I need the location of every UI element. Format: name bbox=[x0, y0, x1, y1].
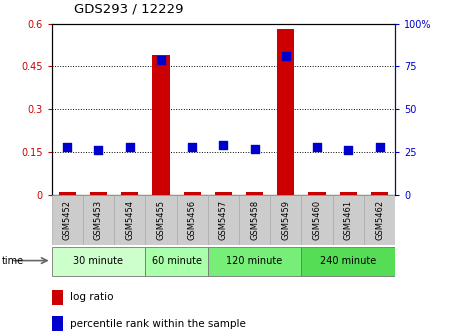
Bar bbox=[184, 192, 201, 195]
Bar bbox=[176, 195, 208, 245]
Bar bbox=[215, 192, 232, 195]
Bar bbox=[308, 192, 326, 195]
Text: GSM5460: GSM5460 bbox=[313, 200, 321, 240]
Text: GSM5456: GSM5456 bbox=[188, 200, 197, 240]
Text: 30 minute: 30 minute bbox=[74, 256, 123, 265]
Text: GSM5458: GSM5458 bbox=[250, 200, 259, 240]
Bar bbox=[52, 247, 145, 276]
Point bbox=[282, 53, 290, 59]
Text: time: time bbox=[2, 256, 24, 266]
Point bbox=[313, 144, 321, 150]
Bar bbox=[208, 195, 239, 245]
Text: GSM5452: GSM5452 bbox=[63, 200, 72, 240]
Bar bbox=[301, 195, 333, 245]
Bar bbox=[246, 192, 263, 195]
Text: GSM5455: GSM5455 bbox=[156, 200, 165, 240]
Text: GSM5459: GSM5459 bbox=[282, 200, 291, 240]
Text: percentile rank within the sample: percentile rank within the sample bbox=[70, 319, 246, 329]
Text: log ratio: log ratio bbox=[70, 292, 114, 302]
Bar bbox=[52, 195, 83, 245]
Bar bbox=[239, 195, 270, 245]
Point bbox=[345, 148, 352, 153]
Text: 120 minute: 120 minute bbox=[226, 256, 283, 265]
Point bbox=[157, 57, 164, 62]
Point bbox=[64, 144, 71, 150]
Text: GDS293 / 12229: GDS293 / 12229 bbox=[74, 2, 184, 15]
Text: 240 minute: 240 minute bbox=[320, 256, 376, 265]
Bar bbox=[145, 195, 176, 245]
Text: GSM5453: GSM5453 bbox=[94, 200, 103, 240]
Bar bbox=[145, 247, 208, 276]
Bar bbox=[277, 29, 295, 195]
Bar bbox=[152, 55, 170, 195]
Bar bbox=[83, 195, 114, 245]
Bar bbox=[114, 195, 145, 245]
Bar bbox=[371, 192, 388, 195]
Bar bbox=[364, 195, 395, 245]
Bar bbox=[340, 192, 357, 195]
Bar bbox=[208, 247, 301, 276]
Text: 60 minute: 60 minute bbox=[152, 256, 202, 265]
Bar bbox=[52, 316, 63, 331]
Bar bbox=[270, 195, 301, 245]
Bar bbox=[90, 192, 107, 195]
Text: GSM5461: GSM5461 bbox=[344, 200, 353, 240]
Point bbox=[189, 144, 196, 150]
Point bbox=[220, 142, 227, 148]
Point bbox=[95, 148, 102, 153]
Point bbox=[126, 144, 133, 150]
Point bbox=[251, 146, 258, 151]
Bar bbox=[333, 195, 364, 245]
Text: GSM5462: GSM5462 bbox=[375, 200, 384, 240]
Text: GSM5457: GSM5457 bbox=[219, 200, 228, 240]
Bar bbox=[59, 192, 76, 195]
Bar bbox=[121, 192, 138, 195]
Bar bbox=[301, 247, 395, 276]
Text: GSM5454: GSM5454 bbox=[125, 200, 134, 240]
Point bbox=[376, 144, 383, 150]
Bar bbox=[52, 290, 63, 305]
